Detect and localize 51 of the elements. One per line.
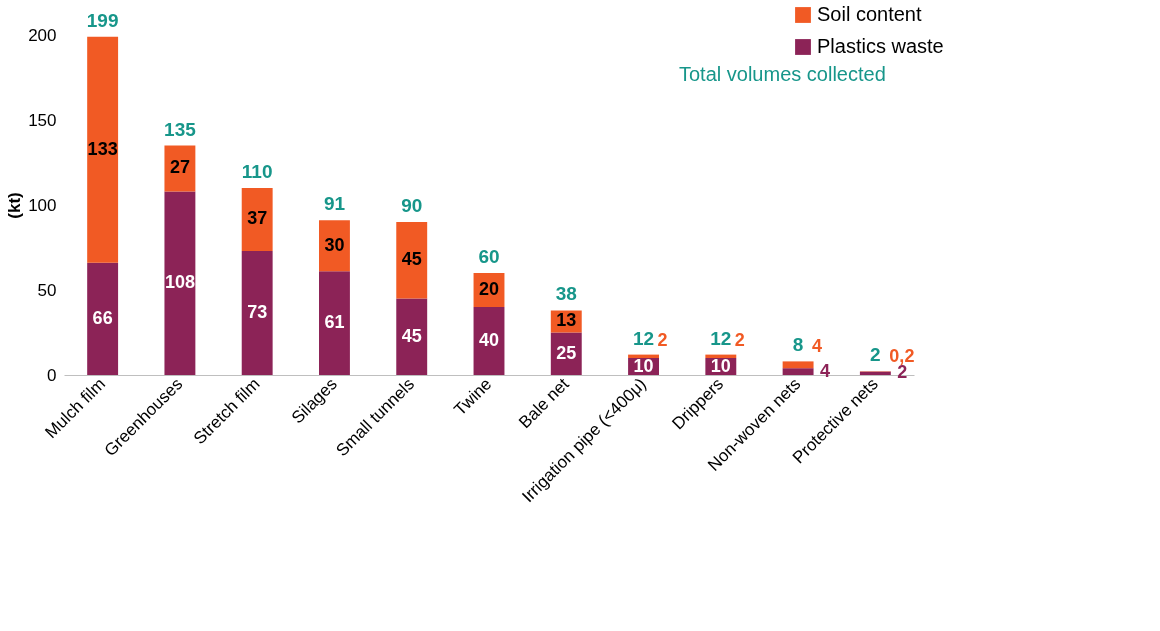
x-tick-label: Bale net	[515, 374, 573, 432]
bar	[164, 191, 196, 375]
bar	[782, 361, 814, 369]
data-label: 10	[633, 355, 654, 376]
data-label: 10	[710, 355, 731, 376]
total-label: 135	[164, 118, 197, 140]
total-label: 60	[478, 246, 500, 267]
data-label: 27	[169, 157, 190, 178]
data-label: 4	[820, 360, 831, 381]
total-label: 91	[323, 193, 346, 215]
y-tick-label: 150	[28, 110, 57, 130]
data-label: 133	[87, 138, 118, 159]
data-label: 13	[556, 310, 577, 331]
data-label: 45	[401, 249, 422, 270]
bar	[87, 262, 119, 375]
total-label: 199	[86, 9, 119, 31]
data-label: 25	[556, 342, 577, 363]
data-label: 4	[812, 336, 823, 357]
total-label: 38	[555, 283, 577, 305]
data-label: 2	[734, 329, 745, 350]
annotation: Total volumes collected	[679, 63, 886, 85]
total-label: 8	[792, 334, 804, 356]
bar	[396, 222, 428, 299]
data-label: 61	[324, 312, 345, 333]
total-label: 2	[870, 344, 881, 366]
bar	[396, 298, 428, 375]
total-label: 12	[632, 327, 655, 349]
data-label: 73	[247, 301, 268, 322]
data-label: 108	[164, 272, 195, 293]
legend-label: Plastics waste	[817, 35, 944, 57]
y-tick-label: 100	[28, 195, 57, 215]
data-label: 66	[92, 307, 113, 328]
legend-label: Soil content	[817, 3, 922, 25]
y-tick-label: 0	[47, 365, 57, 385]
total-label: 90	[401, 195, 423, 216]
data-label: 37	[247, 208, 268, 229]
data-label: 2	[657, 329, 668, 350]
total-label: 110	[241, 161, 273, 182]
data-label: 45	[401, 325, 422, 346]
bar	[241, 188, 273, 251]
y-tick-label: 50	[37, 280, 57, 300]
bar	[782, 368, 814, 375]
y-axis-title: (kt)	[5, 192, 25, 219]
bar	[241, 250, 273, 375]
data-label: 30	[324, 234, 345, 255]
bar	[87, 36, 119, 263]
bar	[319, 271, 350, 375]
data-label: 40	[478, 330, 500, 350]
y-tick-label: 200	[28, 25, 57, 45]
total-label: 12	[710, 327, 732, 349]
data-label: 20	[478, 279, 500, 299]
